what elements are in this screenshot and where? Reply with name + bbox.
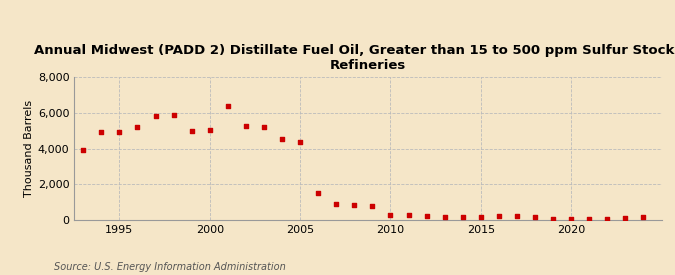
Point [349,203,360,207]
Point [168,113,179,118]
Point [277,136,288,141]
Point [240,124,251,128]
Point [331,202,342,206]
Point [530,215,541,219]
Point [114,129,125,134]
Point [547,216,558,221]
Point [493,214,504,219]
Point [259,125,269,129]
Point [566,217,576,221]
Title: Annual Midwest (PADD 2) Distillate Fuel Oil, Greater than 15 to 500 ppm Sulfur S: Annual Midwest (PADD 2) Distillate Fuel … [34,44,675,72]
Point [439,215,450,219]
Point [512,214,522,219]
Point [602,216,613,221]
Point [186,128,197,133]
Point [132,125,143,129]
Point [367,204,378,208]
Point [223,103,234,108]
Point [638,215,649,219]
Point [313,191,323,196]
Point [421,214,432,219]
Point [620,216,630,221]
Y-axis label: Thousand Barrels: Thousand Barrels [24,100,34,197]
Point [205,128,215,132]
Point [96,130,107,135]
Point [78,148,88,152]
Point [150,114,161,119]
Point [385,213,396,217]
Point [403,213,414,217]
Point [584,216,595,221]
Text: Source: U.S. Energy Information Administration: Source: U.S. Energy Information Administ… [54,262,286,272]
Point [475,215,486,219]
Point [295,140,306,144]
Point [458,215,468,219]
